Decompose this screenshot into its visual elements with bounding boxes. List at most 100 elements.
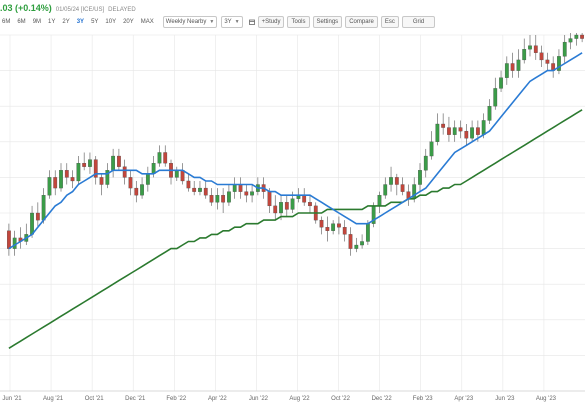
range-button-6m-1[interactable]: 6M (17, 19, 26, 25)
moving-average-long (8, 109, 583, 349)
range-button-10y-7[interactable]: 10Y (105, 19, 117, 25)
range-button-max-9[interactable]: MAX (140, 19, 154, 25)
candle-body (59, 170, 63, 189)
candle-body (290, 198, 295, 210)
candle-body (452, 127, 457, 135)
price-chart[interactable]: Jun '21 Aug '21 Oct '21 Dec '21 Feb '22 Apr '… (0, 33, 585, 405)
candle-body (35, 212, 40, 221)
candle-body (238, 184, 243, 192)
candle-body (394, 177, 399, 185)
candle-body (365, 223, 370, 242)
range-button-20y-8[interactable]: 20Y (123, 19, 134, 25)
candle-body (215, 195, 220, 203)
candle-body (64, 170, 69, 178)
candle-body (203, 187, 208, 196)
candle-body (302, 195, 307, 203)
candle-body (47, 177, 52, 196)
candle-body (12, 237, 17, 249)
candle-body (192, 187, 197, 192)
candle-body (539, 52, 544, 61)
x-tick-label: Dec '22 (372, 396, 393, 402)
x-tick-label: Apr '22 (208, 396, 227, 402)
candle-body (30, 212, 34, 235)
range-button-3y-5[interactable]: 3Y (76, 19, 85, 25)
period-select[interactable]: 3Y ▼ (221, 16, 243, 28)
delayed-status: DELAYED (108, 7, 136, 13)
candle-body (140, 184, 144, 196)
range-button-5y-6[interactable]: 5Y (91, 19, 99, 25)
candle-body (232, 184, 237, 192)
candle-body (383, 184, 388, 196)
x-tick-label: Aug '22 (289, 396, 310, 402)
esc-button[interactable]: Esc (380, 16, 399, 28)
candle-body (337, 223, 341, 228)
candle-body (53, 177, 58, 189)
candle-body (574, 34, 579, 39)
candle-body (458, 127, 463, 132)
study-button[interactable]: +Study (257, 16, 285, 28)
candle-body (580, 34, 584, 39)
candle-body (389, 177, 393, 185)
candle-body (528, 45, 532, 50)
range-button-6m-0[interactable]: 6M (2, 19, 11, 25)
candle-body (400, 184, 405, 192)
grid-button[interactable]: Grid (401, 16, 436, 28)
candle-body (354, 244, 359, 249)
candle-body (568, 38, 573, 43)
candle-body (348, 234, 353, 249)
candle-body (93, 159, 98, 178)
range-button-1y-3[interactable]: 1Y (48, 19, 56, 25)
x-tick-label: Feb '23 (413, 396, 433, 402)
candle-body (522, 49, 527, 61)
tools-button[interactable]: Tools (287, 16, 310, 28)
candle-body (470, 127, 474, 139)
range-button-2y-4[interactable]: 2Y (62, 19, 70, 25)
candle-body (435, 123, 440, 142)
candle-body (418, 170, 422, 185)
candle-body (464, 130, 469, 139)
settings-button[interactable]: Settings (312, 16, 343, 28)
candle-body (342, 227, 347, 235)
candle-body (279, 202, 283, 214)
candle-body (7, 230, 11, 249)
quote-timestamp: 01/05/24 [ICE/US] (55, 7, 105, 13)
x-tick-label: Oct '22 (331, 396, 350, 402)
range-button-9m-2[interactable]: 9M (32, 19, 42, 25)
compare-button[interactable]: Compare (345, 16, 378, 28)
contract-select[interactable]: Weekly Nearby ▼ (162, 16, 218, 28)
candle-body (475, 127, 480, 135)
candle-body (128, 177, 133, 189)
x-tick-label: Aug '23 (536, 396, 557, 402)
candle-body (82, 163, 87, 167)
candle-body (331, 223, 336, 231)
x-tick-label: Apr '23 (454, 396, 473, 402)
calendar-icon[interactable] (248, 19, 255, 25)
candle-body (447, 127, 451, 135)
candle-body (145, 173, 150, 185)
range-buttons: 6M 6M 9M 1Y 2Y 3Y 5Y 10Y 20Y MAX (0, 19, 159, 25)
candle-body (244, 191, 249, 196)
candle-body (319, 219, 324, 228)
candle-body (325, 227, 330, 231)
candle-body (41, 195, 46, 221)
candle-body (105, 170, 110, 185)
candle-body (510, 63, 515, 71)
candle-body (545, 59, 550, 64)
candle-body (284, 202, 289, 210)
x-tick-label: Dec '21 (125, 396, 146, 402)
x-tick-label: Feb '22 (166, 396, 186, 402)
candle-body (377, 195, 382, 207)
moving-average-short (8, 52, 583, 250)
candle-body (423, 155, 428, 171)
candle-body (493, 88, 498, 107)
x-tick-label: Aug '21 (43, 396, 64, 402)
candle-body (360, 241, 364, 246)
candle-body (504, 63, 509, 78)
candle-body (481, 120, 486, 135)
candle-body (516, 59, 521, 71)
candle-body (499, 77, 503, 89)
quote-line: .03 (+0.14%) 01/05/24 [ICE/US] DELAYED (0, 3, 136, 17)
candle-body (111, 155, 116, 171)
candle-body (122, 166, 127, 178)
